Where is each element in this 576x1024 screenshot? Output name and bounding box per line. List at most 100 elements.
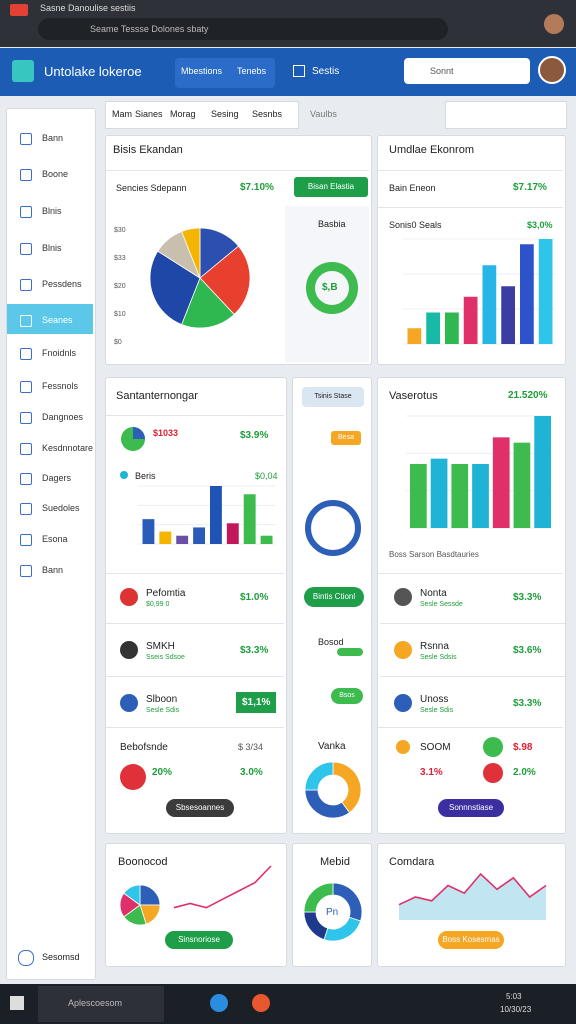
sidebar-item[interactable]: Kesdnnotare [42, 443, 94, 453]
address-text: Seame Tessse Dolones sbaty [90, 24, 209, 34]
divider [106, 676, 284, 677]
sidebar-icon [20, 206, 32, 218]
action-button[interactable]: Bisan Elastia [294, 177, 368, 197]
footer-button[interactable]: Sonnnstiase [438, 799, 504, 817]
footer-title: SOOM [420, 742, 451, 753]
divider [378, 207, 563, 208]
toolbar-tab[interactable]: Sianes [135, 109, 163, 119]
window-controls[interactable] [445, 101, 567, 129]
row-name: Nonta [420, 588, 447, 599]
toolbar-extra[interactable]: Vaulbs [310, 109, 337, 119]
caption: Boss Sarson Basdtauries [389, 550, 479, 559]
mini-pie [121, 427, 145, 451]
row-name: Pefomtia [146, 588, 186, 599]
footer-button[interactable]: Sbsesoannes [166, 799, 234, 817]
address-bar[interactable] [38, 18, 448, 40]
stat-change: $3.9% [240, 430, 269, 441]
divider [380, 623, 565, 624]
sidebar-item[interactable]: Bann [42, 565, 64, 575]
icon [483, 737, 503, 757]
donut-segment [303, 882, 334, 913]
stat-label: Bain Eneon [389, 183, 436, 193]
app-icon[interactable] [210, 994, 228, 1012]
bar [243, 494, 256, 544]
sidebar-item[interactable]: Fnoidnls [42, 348, 77, 358]
sidebar-item[interactable]: Dangnoes [42, 412, 84, 422]
summary-card [105, 377, 287, 834]
sidebar-item[interactable]: Boone [42, 169, 69, 179]
legend-label: Beris [135, 471, 156, 481]
sidebar-icon [20, 412, 32, 424]
nav-item[interactable]: Tenebs [237, 66, 267, 76]
search-box[interactable] [404, 58, 530, 84]
row-name: Rsnna [420, 641, 449, 652]
sidebar-item[interactable]: Blnis [42, 243, 62, 253]
sidebar-icon [20, 279, 32, 291]
sidebar-item[interactable]: Seanes [42, 315, 73, 325]
bar [226, 523, 239, 544]
app-icon[interactable] [252, 994, 270, 1012]
footer-value: $.98 [513, 742, 533, 753]
pie-slice [181, 277, 235, 329]
row-sub: Sseis Sdsoe [146, 654, 185, 661]
action-button[interactable]: Bintis Ctionl [304, 587, 364, 607]
side-title: Basbia [318, 219, 346, 229]
sidebar-icon [20, 243, 32, 255]
profile-avatar[interactable] [544, 14, 564, 34]
sidebar-icon [20, 565, 32, 577]
sidebar-item[interactable]: Bann [42, 133, 64, 143]
divider [106, 415, 284, 416]
sidebar-item[interactable]: Dagers [42, 473, 72, 483]
header-action[interactable]: Sestis [312, 66, 340, 77]
card-button[interactable]: Sinsnoriose [165, 931, 233, 949]
start-button[interactable] [10, 996, 24, 1010]
toolbar-tab[interactable]: Sesing [211, 109, 239, 119]
row-value: $3.6% [513, 645, 542, 656]
sidebar-item[interactable]: Esona [42, 534, 68, 544]
bar [472, 464, 489, 528]
card-title: Vaserotus [389, 390, 438, 402]
toolbar-tab[interactable]: Morag [170, 109, 196, 119]
pie-chart [119, 884, 161, 926]
pie-slice [149, 250, 201, 326]
toolbar-tab[interactable]: Sesnbs [252, 109, 283, 119]
toolbar-tab[interactable]: Mam [112, 109, 132, 119]
line-chart [173, 865, 272, 909]
footer-right: 2.0% [513, 767, 536, 778]
taskbar-search[interactable] [38, 986, 164, 1022]
sidebar-footer[interactable]: Sesomsd [42, 952, 80, 962]
divider [378, 573, 563, 574]
stat-value: $7.17% [513, 182, 547, 193]
axis-label: $20 [114, 283, 126, 290]
bar [176, 535, 189, 544]
sidebar-icon [20, 381, 32, 393]
sidebar-icon [20, 443, 32, 455]
tab-title[interactable]: Sasne Danoulise sestiis [40, 3, 136, 13]
bar [410, 464, 427, 528]
sub-value: $3,0% [527, 220, 553, 230]
nav-item[interactable]: Mbestions [181, 66, 223, 76]
bar [193, 527, 205, 544]
bar [142, 519, 155, 544]
app-title: Untolake lokeroe [44, 64, 142, 79]
bar [445, 312, 459, 344]
user-avatar[interactable] [538, 56, 566, 84]
sidebar-item[interactable]: Pessdens [42, 279, 82, 289]
sidebar-item[interactable]: Fessnols [42, 381, 79, 391]
footer-left: 3.1% [420, 767, 443, 778]
footer-right: 3.0% [240, 767, 263, 778]
divider [106, 727, 284, 728]
row-value: $3.3% [240, 645, 269, 656]
sidebar-item[interactable]: Blnis [42, 206, 62, 216]
footer-left: 20% [152, 767, 173, 778]
axis-label: $33 [114, 255, 126, 262]
sidebar-item[interactable]: Suedoles [42, 503, 80, 513]
chip[interactable]: Tsinis Stase [302, 387, 364, 407]
toolbar [105, 101, 299, 129]
bar [407, 328, 422, 344]
card-button[interactable]: Boss Kosesmas [438, 931, 504, 949]
row-name: SMKH [146, 641, 175, 652]
card-title: Umdlae Ekonrom [389, 144, 474, 156]
pie-chart: $30 $33 $20 $10 $0 [114, 227, 251, 346]
divider [106, 573, 284, 574]
